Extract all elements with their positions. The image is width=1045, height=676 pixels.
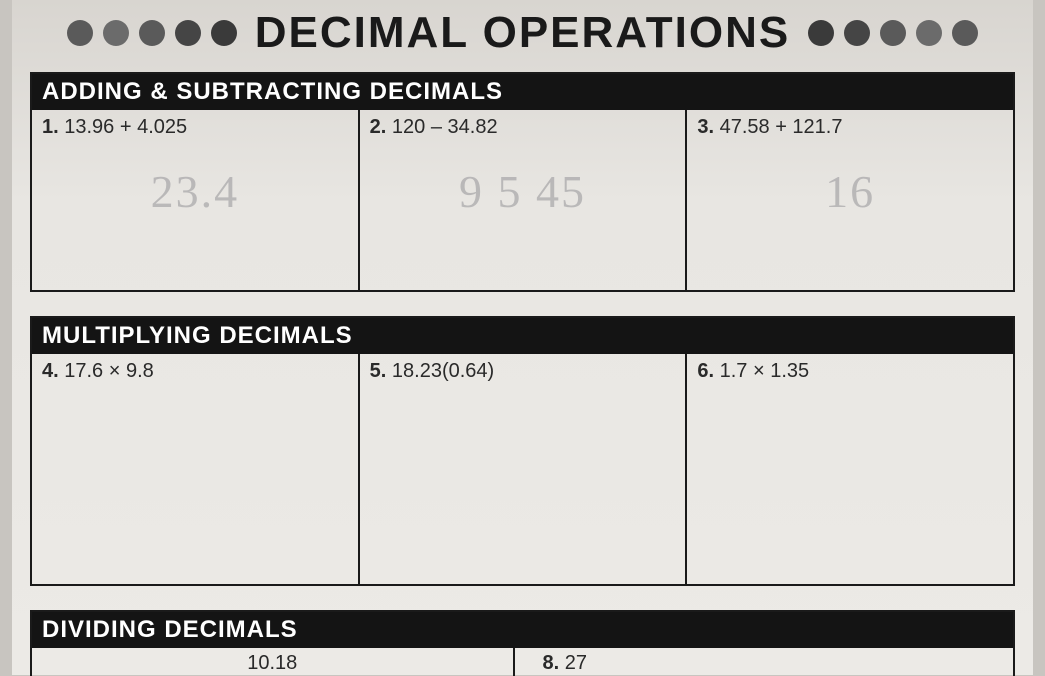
problem-cell: 2. 120 – 34.82 9 5 45: [360, 110, 688, 290]
problem-text: 1. 13.96 + 4.025: [42, 116, 348, 139]
dots-right: [808, 20, 978, 46]
problem-row: 4. 17.6 × 9.8 5. 18.23(0.64) 6. 1.7 × 1.…: [32, 354, 1013, 584]
section-multiplying: MULTIPLYING DECIMALS 4. 17.6 × 9.8 5. 18…: [30, 316, 1015, 586]
dot-icon: [103, 20, 129, 46]
problem-number: 3.: [697, 116, 714, 138]
problem-number: 4.: [42, 360, 59, 382]
dot-icon: [844, 20, 870, 46]
problem-expression: 17.6 × 9.8: [64, 360, 154, 382]
title-row: DECIMAL OPERATIONS: [12, 0, 1033, 72]
section-adding: ADDING & SUBTRACTING DECIMALS 1. 13.96 +…: [30, 72, 1015, 292]
handwritten-answer: 9 5 45: [370, 165, 676, 218]
problem-cell: 6. 1.7 × 1.35: [687, 354, 1013, 584]
partial-text: 27: [565, 652, 587, 674]
worksheet-page: DECIMAL OPERATIONS ADDING & SUBTRACTING …: [12, 0, 1033, 675]
page-title: DECIMAL OPERATIONS: [255, 8, 791, 58]
problem-cell: 3. 47.58 + 121.7 16: [687, 110, 1013, 290]
problem-expression: 18.23(0.64): [392, 360, 494, 382]
handwritten-answer: 23.4: [42, 165, 348, 218]
dot-icon: [67, 20, 93, 46]
problem-number: 8.: [543, 652, 560, 674]
problem-cell: 4. 17.6 × 9.8: [32, 354, 360, 584]
problem-row: 1. 13.96 + 4.025 23.4 2. 120 – 34.82 9 5…: [32, 110, 1013, 290]
problem-row-partial: 10.18 8. 27: [32, 648, 1013, 676]
section-header-adding: ADDING & SUBTRACTING DECIMALS: [32, 74, 1013, 110]
section-header-multiplying: MULTIPLYING DECIMALS: [32, 318, 1013, 354]
dot-icon: [211, 20, 237, 46]
problem-text: 6. 1.7 × 1.35: [697, 360, 1003, 383]
problem-cell-partial: 10.18: [32, 648, 515, 676]
partial-text: 10.18: [247, 652, 297, 674]
section-dividing: DIVIDING DECIMALS 10.18 8. 27: [30, 610, 1015, 676]
problem-text: 2. 120 – 34.82: [370, 116, 676, 139]
problem-cell-partial: 8. 27: [515, 648, 1014, 676]
problem-expression: 13.96 + 4.025: [64, 116, 187, 138]
problem-text: 5. 18.23(0.64): [370, 360, 676, 383]
problem-expression: 47.58 + 121.7: [720, 116, 843, 138]
dot-icon: [916, 20, 942, 46]
dots-left: [67, 20, 237, 46]
dot-icon: [952, 20, 978, 46]
handwritten-answer: 16: [697, 165, 1003, 218]
dot-icon: [880, 20, 906, 46]
section-header-dividing: DIVIDING DECIMALS: [32, 612, 1013, 648]
dot-icon: [175, 20, 201, 46]
dot-icon: [808, 20, 834, 46]
dot-icon: [139, 20, 165, 46]
problem-number: 1.: [42, 116, 59, 138]
problem-number: 5.: [370, 360, 387, 382]
problem-number: 6.: [697, 360, 714, 382]
problem-number: 2.: [370, 116, 387, 138]
problem-expression: 1.7 × 1.35: [720, 360, 810, 382]
problem-expression: 120 – 34.82: [392, 116, 498, 138]
problem-cell: 5. 18.23(0.64): [360, 354, 688, 584]
problem-text: 4. 17.6 × 9.8: [42, 360, 348, 383]
problem-text: 3. 47.58 + 121.7: [697, 116, 1003, 139]
problem-cell: 1. 13.96 + 4.025 23.4: [32, 110, 360, 290]
